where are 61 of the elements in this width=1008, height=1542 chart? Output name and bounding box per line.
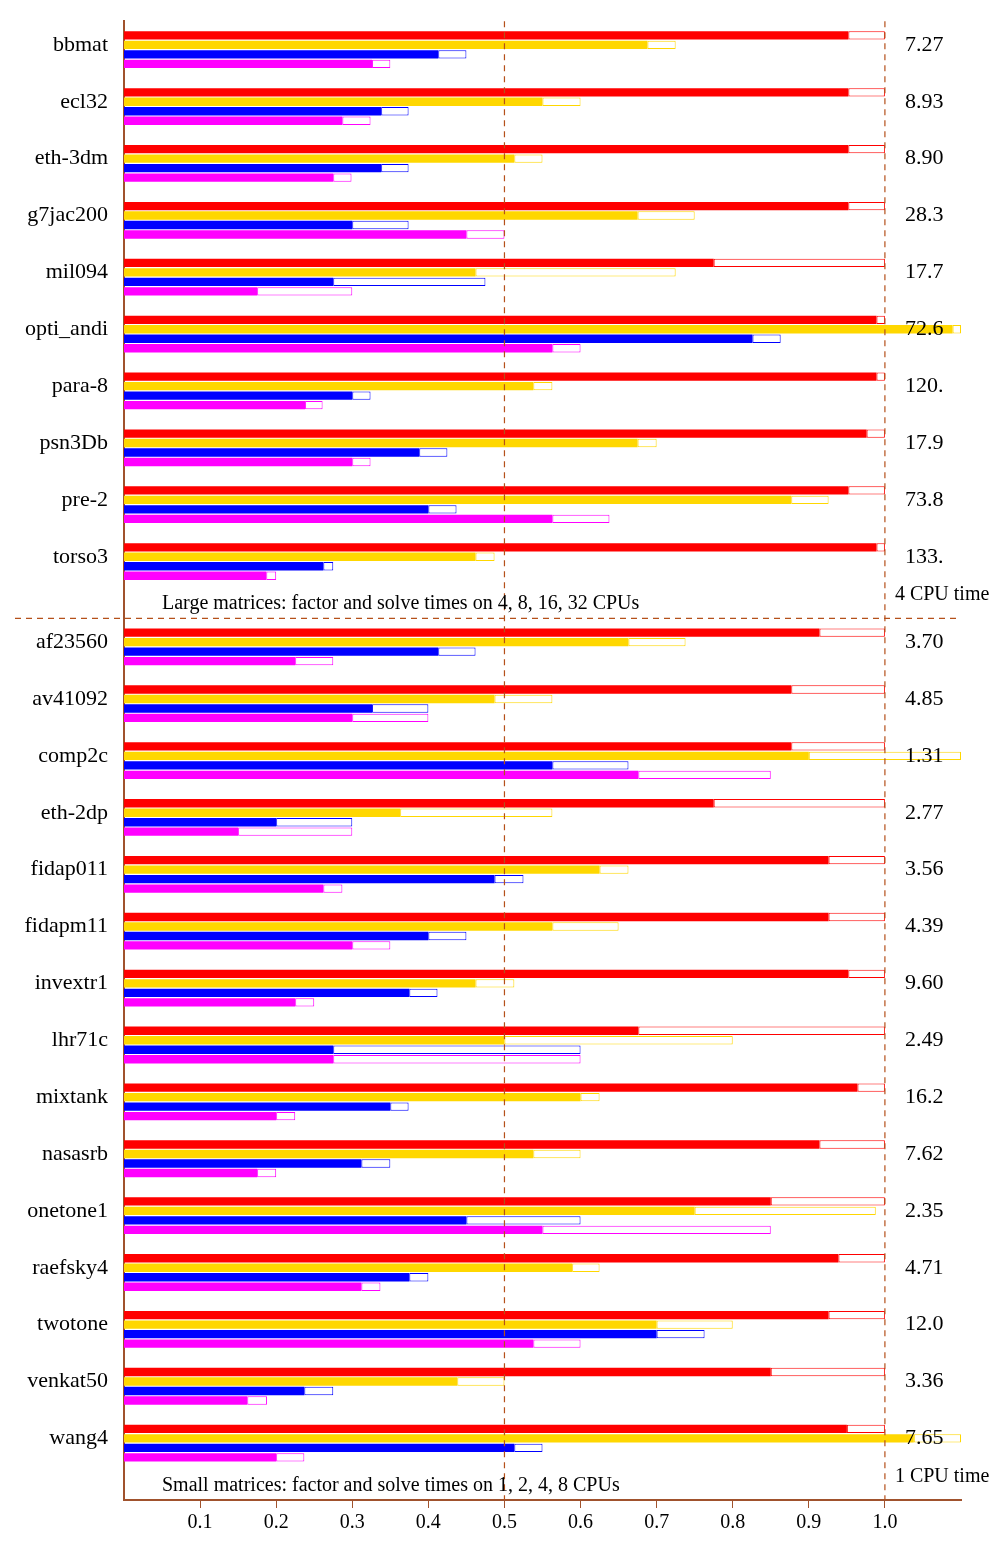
y-tick-label: invextr1 [34,969,108,995]
y-tick-label: nasasrb [42,1139,108,1165]
y-tick-label: g7jac200 [27,201,108,227]
y-tick-label: bbmat [53,30,108,56]
annotation: 17.7 [904,258,944,284]
y-tick-label: raefsky4 [32,1253,108,1279]
y-tick-label: para-8 [51,371,108,397]
x-tick-label: 0.9 [796,1510,822,1533]
annotation: 2.35 [904,1196,944,1222]
annotation: 28.3 [904,201,944,227]
annotation: 2.49 [904,1026,944,1052]
x-tick-label: 0.7 [644,1510,670,1533]
x-tick-label: 0.4 [415,1510,441,1533]
x-tick-label: 0.3 [339,1510,365,1533]
annotation: 9.60 [904,969,944,995]
x-tick-label: 0.2 [263,1510,289,1533]
annotation: 4 CPU time [894,581,990,604]
y-tick-label: twotone [37,1310,108,1336]
y-tick-label: ecl32 [60,87,108,113]
y-tick-label: wang4 [49,1424,108,1450]
annotation: 3.70 [904,627,944,653]
annotation: Large matrices: factor and solve times on 4, 8, 16, 32 CPUs [162,591,640,615]
annotation: 2.77 [904,798,944,824]
annotation: Small matrices: factor and solve times on 1, 2, 4, 8 CPUs [162,1473,620,1496]
annotation: 3.56 [904,855,944,881]
y-tick-label: mil094 [45,258,108,284]
annotation: 7.62 [904,1139,944,1165]
y-tick-label: fidapm11 [24,912,108,938]
annotation: 4.39 [904,912,944,938]
annotation: 3.36 [904,1367,944,1393]
annotation: 16.2 [904,1082,944,1108]
y-tick-label: lhr71c [51,1026,109,1052]
y-tick-label: av41092 [32,684,108,710]
annotation: 7.27 [904,30,944,56]
y-tick-label: eth-2dp [40,798,108,824]
annotation: 120. [904,371,944,397]
annotation: 4.71 [904,1253,944,1279]
x-tick-label: 0.5 [491,1510,517,1533]
x-tick-label: 0.6 [568,1510,594,1533]
y-tick-label: fidap011 [30,855,108,881]
y-tick-label: mixtank [35,1082,108,1108]
y-tick-label: pre-2 [61,485,108,511]
annotation: 17.9 [904,428,944,454]
annotation: 1 CPU time [894,1463,990,1486]
y-tick-label: opti_andi [24,315,108,341]
annotation: 8.90 [904,144,944,170]
x-tick-label: 1.0 [872,1510,898,1533]
y-tick-label: comp2c [38,741,109,767]
annotation: 4.85 [904,684,944,710]
x-tick-label: 0.8 [720,1510,746,1533]
annotation: 12.0 [904,1310,944,1336]
y-tick-label: venkat50 [27,1367,108,1393]
y-tick-label: onetone1 [27,1196,108,1222]
y-tick-label: torso3 [53,542,108,568]
y-tick-label: af23560 [35,627,108,653]
annotation: 8.93 [904,87,944,113]
x-tick-label: 0.1 [187,1510,213,1533]
annotation: 133. [904,542,944,568]
y-tick-label: eth-3dm [34,144,108,170]
y-tick-label: psn3Db [39,428,108,454]
annotation: 73.8 [904,485,944,511]
